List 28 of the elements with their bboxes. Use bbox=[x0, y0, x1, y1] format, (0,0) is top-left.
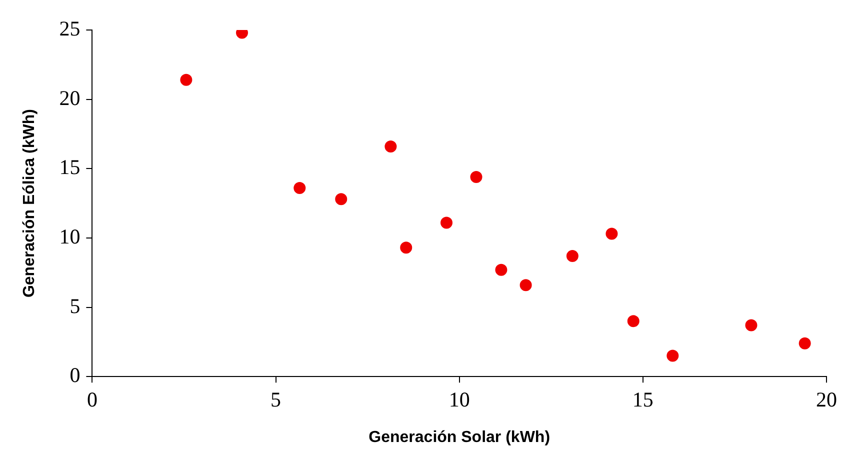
x-tick-label: 15 bbox=[632, 388, 654, 412]
y-tick-label: 20 bbox=[59, 86, 80, 110]
point bbox=[606, 228, 618, 240]
x-tick-label: 0 bbox=[86, 388, 98, 412]
point bbox=[400, 242, 412, 254]
x-tick-label: 10 bbox=[448, 388, 470, 412]
point bbox=[180, 74, 192, 86]
x-axis-title: Generación Solar (kWh) bbox=[368, 428, 550, 446]
x-tick-label: 5 bbox=[270, 388, 282, 412]
point bbox=[495, 264, 508, 276]
point bbox=[294, 182, 306, 194]
y-axis-title: Generación Eólica (kWh) bbox=[21, 109, 38, 298]
point bbox=[384, 140, 397, 152]
y-tick-label: 5 bbox=[70, 294, 80, 318]
point bbox=[798, 337, 811, 350]
y-tick-label: 15 bbox=[59, 155, 80, 180]
point bbox=[520, 279, 532, 292]
x-tick-label: 20 bbox=[816, 388, 837, 412]
point bbox=[745, 319, 758, 332]
point bbox=[470, 170, 482, 183]
y-tick-label: 25 bbox=[59, 16, 80, 41]
point bbox=[666, 350, 679, 362]
point bbox=[566, 250, 578, 262]
y-tick-label: 10 bbox=[59, 224, 80, 248]
point bbox=[440, 216, 452, 229]
point bbox=[335, 193, 348, 206]
point bbox=[627, 315, 640, 328]
y-tick-label: 0 bbox=[70, 363, 80, 388]
